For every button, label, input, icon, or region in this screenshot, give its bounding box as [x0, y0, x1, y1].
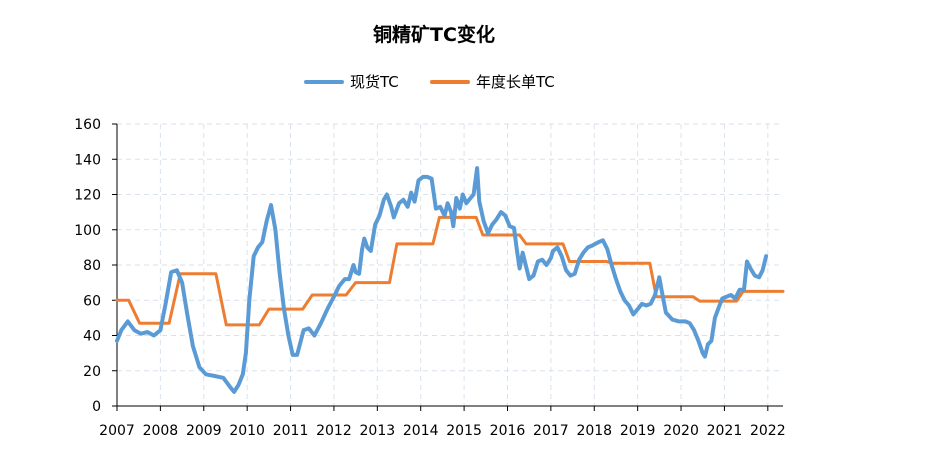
x-tick-label: 2014	[403, 423, 439, 439]
legend-item-spot: 现货TC	[304, 71, 399, 92]
y-tick-label: 120	[74, 188, 101, 204]
series-line-spot-tc	[115, 166, 769, 394]
x-tick-label: 2011	[273, 423, 309, 439]
y-tick-label: 40	[83, 329, 101, 345]
y-tick-label: 20	[83, 364, 101, 380]
x-tick-label: 2020	[663, 423, 699, 439]
legend-item-contract: 年度长单TC	[430, 71, 555, 92]
y-tick-label: 100	[74, 223, 101, 239]
legend-label-spot: 现货TC	[350, 73, 399, 91]
legend-swatch-spot	[304, 79, 344, 84]
x-tick-label: 2021	[707, 423, 743, 439]
x-tick-label: 2019	[620, 423, 656, 439]
y-tick-label: 80	[83, 258, 101, 274]
legend-label-contract: 年度长单TC	[476, 73, 555, 91]
x-tick-label: 2018	[576, 423, 612, 439]
legend: 现货TC 年度长单TC	[0, 71, 936, 95]
x-tick-label: 2013	[360, 423, 396, 439]
y-tick-label: 0	[92, 399, 101, 415]
x-tick-label: 2015	[446, 423, 482, 439]
x-tick-label: 2010	[229, 423, 265, 439]
series-line-annual-contract-tc	[115, 215, 785, 327]
x-tick-label: 2009	[186, 423, 222, 439]
x-tick-label: 2017	[533, 423, 569, 439]
y-tick-label: 140	[74, 152, 101, 168]
chart-title: 铜精矿TC变化	[373, 24, 495, 46]
x-tick-label: 2008	[143, 423, 179, 439]
y-tick-label: 60	[83, 293, 101, 309]
legend-swatch-contract	[430, 79, 470, 84]
y-tick-label: 160	[74, 117, 101, 133]
x-tick-label: 2012	[316, 423, 352, 439]
x-tick-label: 2007	[99, 423, 135, 439]
x-tick-label: 2016	[490, 423, 526, 439]
x-tick-label: 2022	[750, 423, 786, 439]
